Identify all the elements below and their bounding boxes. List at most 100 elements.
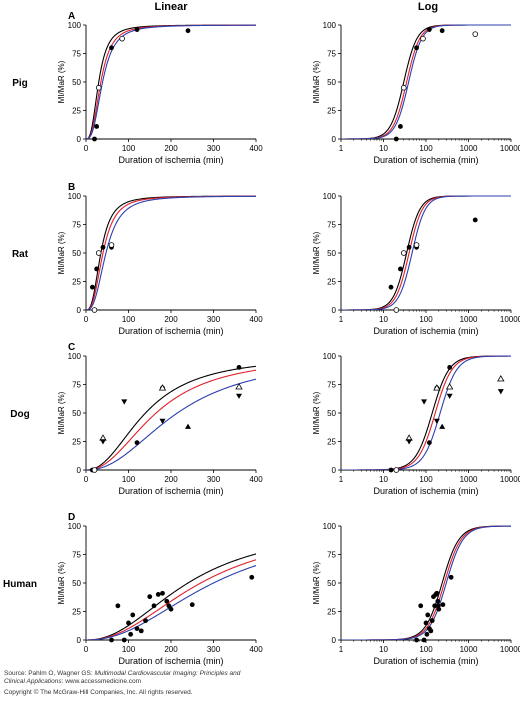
x-tick-label: 300: [207, 144, 221, 153]
x-tick-label: 0: [84, 144, 89, 153]
curve-blue: [86, 378, 256, 470]
data-point-filled-triangle-down: [100, 439, 106, 445]
data-point-filled-circle: [134, 27, 140, 32]
data-point-open-circle: [400, 84, 407, 91]
y-tick-label: 0: [332, 636, 337, 645]
column-title-log: Log: [418, 1, 438, 13]
data-point-filled-circle: [434, 590, 440, 596]
y-tick-label: 0: [77, 466, 82, 475]
panel-d-linear: D Human 0 25 50 75 100 0 100 200 300 400 Duration of…: [3, 512, 263, 666]
data-point-filled-triangle-down: [121, 399, 128, 405]
curve-red: [86, 559, 256, 640]
y-tick-label: 25: [327, 278, 336, 287]
species-label: Pig: [12, 78, 28, 89]
axes: 0 25 50 75 100 1 10 100 1000 10000 Duration of isc…: [312, 192, 520, 336]
x-axis-label: Duration of ischemia (min): [118, 656, 223, 666]
panel-a-log: 0 25 50 75 100 1 10 100 1000 10000 Duration of isc…: [312, 21, 520, 165]
data-point-open-circle: [393, 467, 400, 473]
data-point-open-circle: [95, 84, 102, 91]
curves: [86, 553, 256, 640]
data-point-filled-circle: [92, 136, 97, 142]
axes: 0 25 50 75 100 1 10 100 1000 10000 Duration of isc…: [312, 21, 520, 165]
data-point-filled-circle: [189, 602, 195, 608]
data-point-filled-circle: [423, 620, 429, 626]
curves: [341, 195, 511, 310]
markers: [414, 574, 454, 643]
y-tick-label: 100: [323, 21, 337, 30]
curve-blue: [341, 195, 511, 310]
y-tick-label: 25: [327, 608, 336, 617]
data-point-filled-triangle-down: [497, 389, 504, 395]
markers: [388, 217, 478, 313]
data-point-filled-circle: [406, 244, 412, 250]
x-tick-label: 0: [84, 315, 89, 324]
x-tick-label: 300: [207, 645, 221, 654]
data-point-open-circle: [400, 250, 407, 256]
panel-a-linear: A Pig 0 25 50 75 100 0 100 200 300 400 Duration of i…: [12, 11, 263, 165]
markers: [89, 365, 243, 473]
x-tick-label: 10000: [500, 144, 520, 153]
y-tick-label: 50: [72, 249, 81, 258]
x-axis-label: Duration of ischemia (min): [118, 155, 223, 165]
panel-d-log: 0 25 50 75 100 1 10 100 1000 10000 Duration of isc…: [312, 522, 520, 666]
data-point-open-circle: [91, 307, 98, 313]
y-axis-label: MI/MaR (%): [57, 561, 66, 604]
curve-red: [86, 24, 256, 139]
source-line-2: Clinical Applications: www.accessmedicin…: [4, 678, 142, 685]
data-point-filled-circle: [94, 124, 100, 129]
species-label: Dog: [10, 409, 29, 420]
data-point-open-triangle: [158, 384, 167, 391]
data-point-filled-circle: [414, 637, 419, 643]
data-point-filled-circle: [89, 284, 95, 290]
panel-c-log: 0 25 50 75 100 1 10 100 1000 10000 Duration of isc…: [312, 352, 520, 496]
data-point-filled-circle: [115, 603, 121, 609]
data-point-filled-circle: [147, 594, 153, 600]
y-tick-label: 25: [72, 608, 81, 617]
curves: [341, 355, 511, 470]
data-point-filled-circle: [472, 217, 478, 223]
y-tick-label: 0: [77, 135, 82, 144]
data-point-filled-circle: [134, 626, 140, 631]
axes: 0 25 50 75 100 0 100 200 300 400 Duration of ische…: [57, 21, 263, 165]
markers: [109, 574, 255, 643]
data-point-filled-circle: [185, 28, 191, 34]
data-point-filled-circle: [100, 244, 106, 250]
curve-red: [86, 369, 256, 470]
curve-red: [341, 24, 511, 139]
data-point-open-triangle: [235, 382, 243, 390]
x-tick-label: 300: [207, 315, 221, 324]
curves: [341, 24, 511, 139]
x-tick-label: 1000: [460, 475, 478, 484]
x-tick-label: 100: [419, 645, 433, 654]
curve-black: [86, 553, 256, 640]
axes: 0 25 50 75 100 1 10 100 1000 10000 Duration of isc…: [312, 352, 520, 496]
column-title-linear: Linear: [154, 1, 188, 13]
data-point-filled-circle: [432, 603, 438, 609]
y-axis-label: MI/MaR (%): [57, 60, 66, 103]
x-tick-label: 1000: [460, 144, 478, 153]
curves: [341, 525, 511, 640]
y-tick-label: 75: [72, 50, 81, 59]
x-axis-label: Duration of ischemia (min): [118, 486, 223, 496]
copyright: Copyright © The McGraw-Hill Companies, I…: [4, 689, 193, 696]
panel-letter: D: [68, 512, 75, 523]
data-point-filled-circle: [160, 590, 165, 596]
x-tick-label: 1000: [460, 315, 478, 324]
y-axis-label: MI/MaR (%): [312, 391, 321, 434]
x-tick-label: 10000: [500, 645, 520, 654]
y-tick-label: 100: [68, 192, 82, 201]
markers: [92, 27, 191, 142]
x-tick-label: 10000: [500, 315, 520, 324]
data-point-filled-triangle: [185, 423, 191, 429]
curve-blue: [86, 565, 256, 640]
data-point-filled-circle: [109, 45, 114, 51]
data-point-filled-circle: [121, 637, 127, 643]
x-tick-label: 100: [122, 315, 136, 324]
data-point-filled-circle: [418, 603, 424, 609]
data-point-filled-circle: [448, 574, 454, 580]
x-tick-label: 0: [84, 645, 89, 654]
y-tick-label: 0: [332, 466, 337, 475]
data-point-filled-triangle-down: [236, 393, 242, 399]
data-point-open-circle: [472, 31, 479, 37]
x-tick-label: 10: [379, 144, 388, 153]
